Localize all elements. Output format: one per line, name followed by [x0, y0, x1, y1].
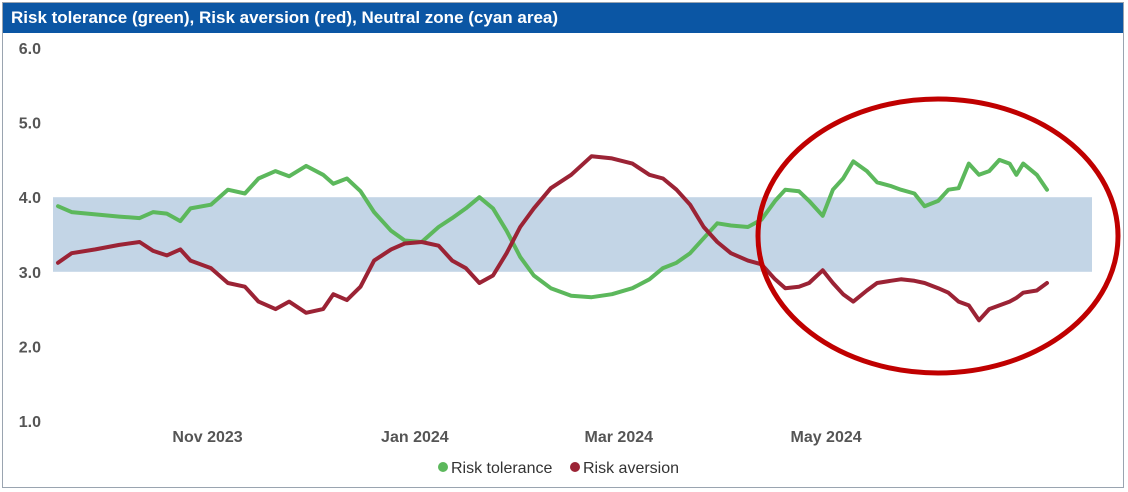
- series-lines: [56, 154, 1049, 323]
- legend-label: Risk tolerance: [451, 460, 552, 477]
- y-tick-label: 4.0: [19, 190, 41, 207]
- y-tick-label: 3.0: [19, 265, 41, 282]
- y-tick-label: 1.0: [19, 414, 41, 431]
- x-tick-label: Jan 2024: [381, 429, 449, 446]
- legend-item-risk-aversion[interactable]: Risk aversion: [570, 460, 679, 477]
- x-tick-label: May 2024: [790, 429, 861, 446]
- y-tick-label: 5.0: [19, 116, 41, 133]
- chart-title: Risk tolerance (green), Risk aversion (r…: [3, 3, 1123, 33]
- x-axis: Nov 2023 Jan 2024 Mar 2024 May 2024: [172, 429, 861, 446]
- legend-item-risk-tolerance[interactable]: Risk tolerance: [438, 460, 552, 477]
- legend-marker: [570, 462, 580, 472]
- legend-label: Risk aversion: [583, 460, 679, 477]
- legend-marker: [438, 462, 448, 472]
- x-tick-label: Nov 2023: [172, 429, 242, 446]
- y-tick-label: 6.0: [19, 41, 41, 58]
- series-line-risk-aversion: [56, 154, 1049, 323]
- x-tick-label: Mar 2024: [585, 429, 654, 446]
- y-tick-label: 2.0: [19, 339, 41, 356]
- legend: Risk tolerance Risk aversion: [438, 460, 679, 477]
- y-axis: 1.0 2.0 3.0 4.0 5.0 6.0: [19, 41, 41, 431]
- highlight-circle: [755, 96, 1121, 376]
- neutral-zone-area: [53, 197, 1092, 272]
- series-line-risk-tolerance: [56, 157, 1049, 300]
